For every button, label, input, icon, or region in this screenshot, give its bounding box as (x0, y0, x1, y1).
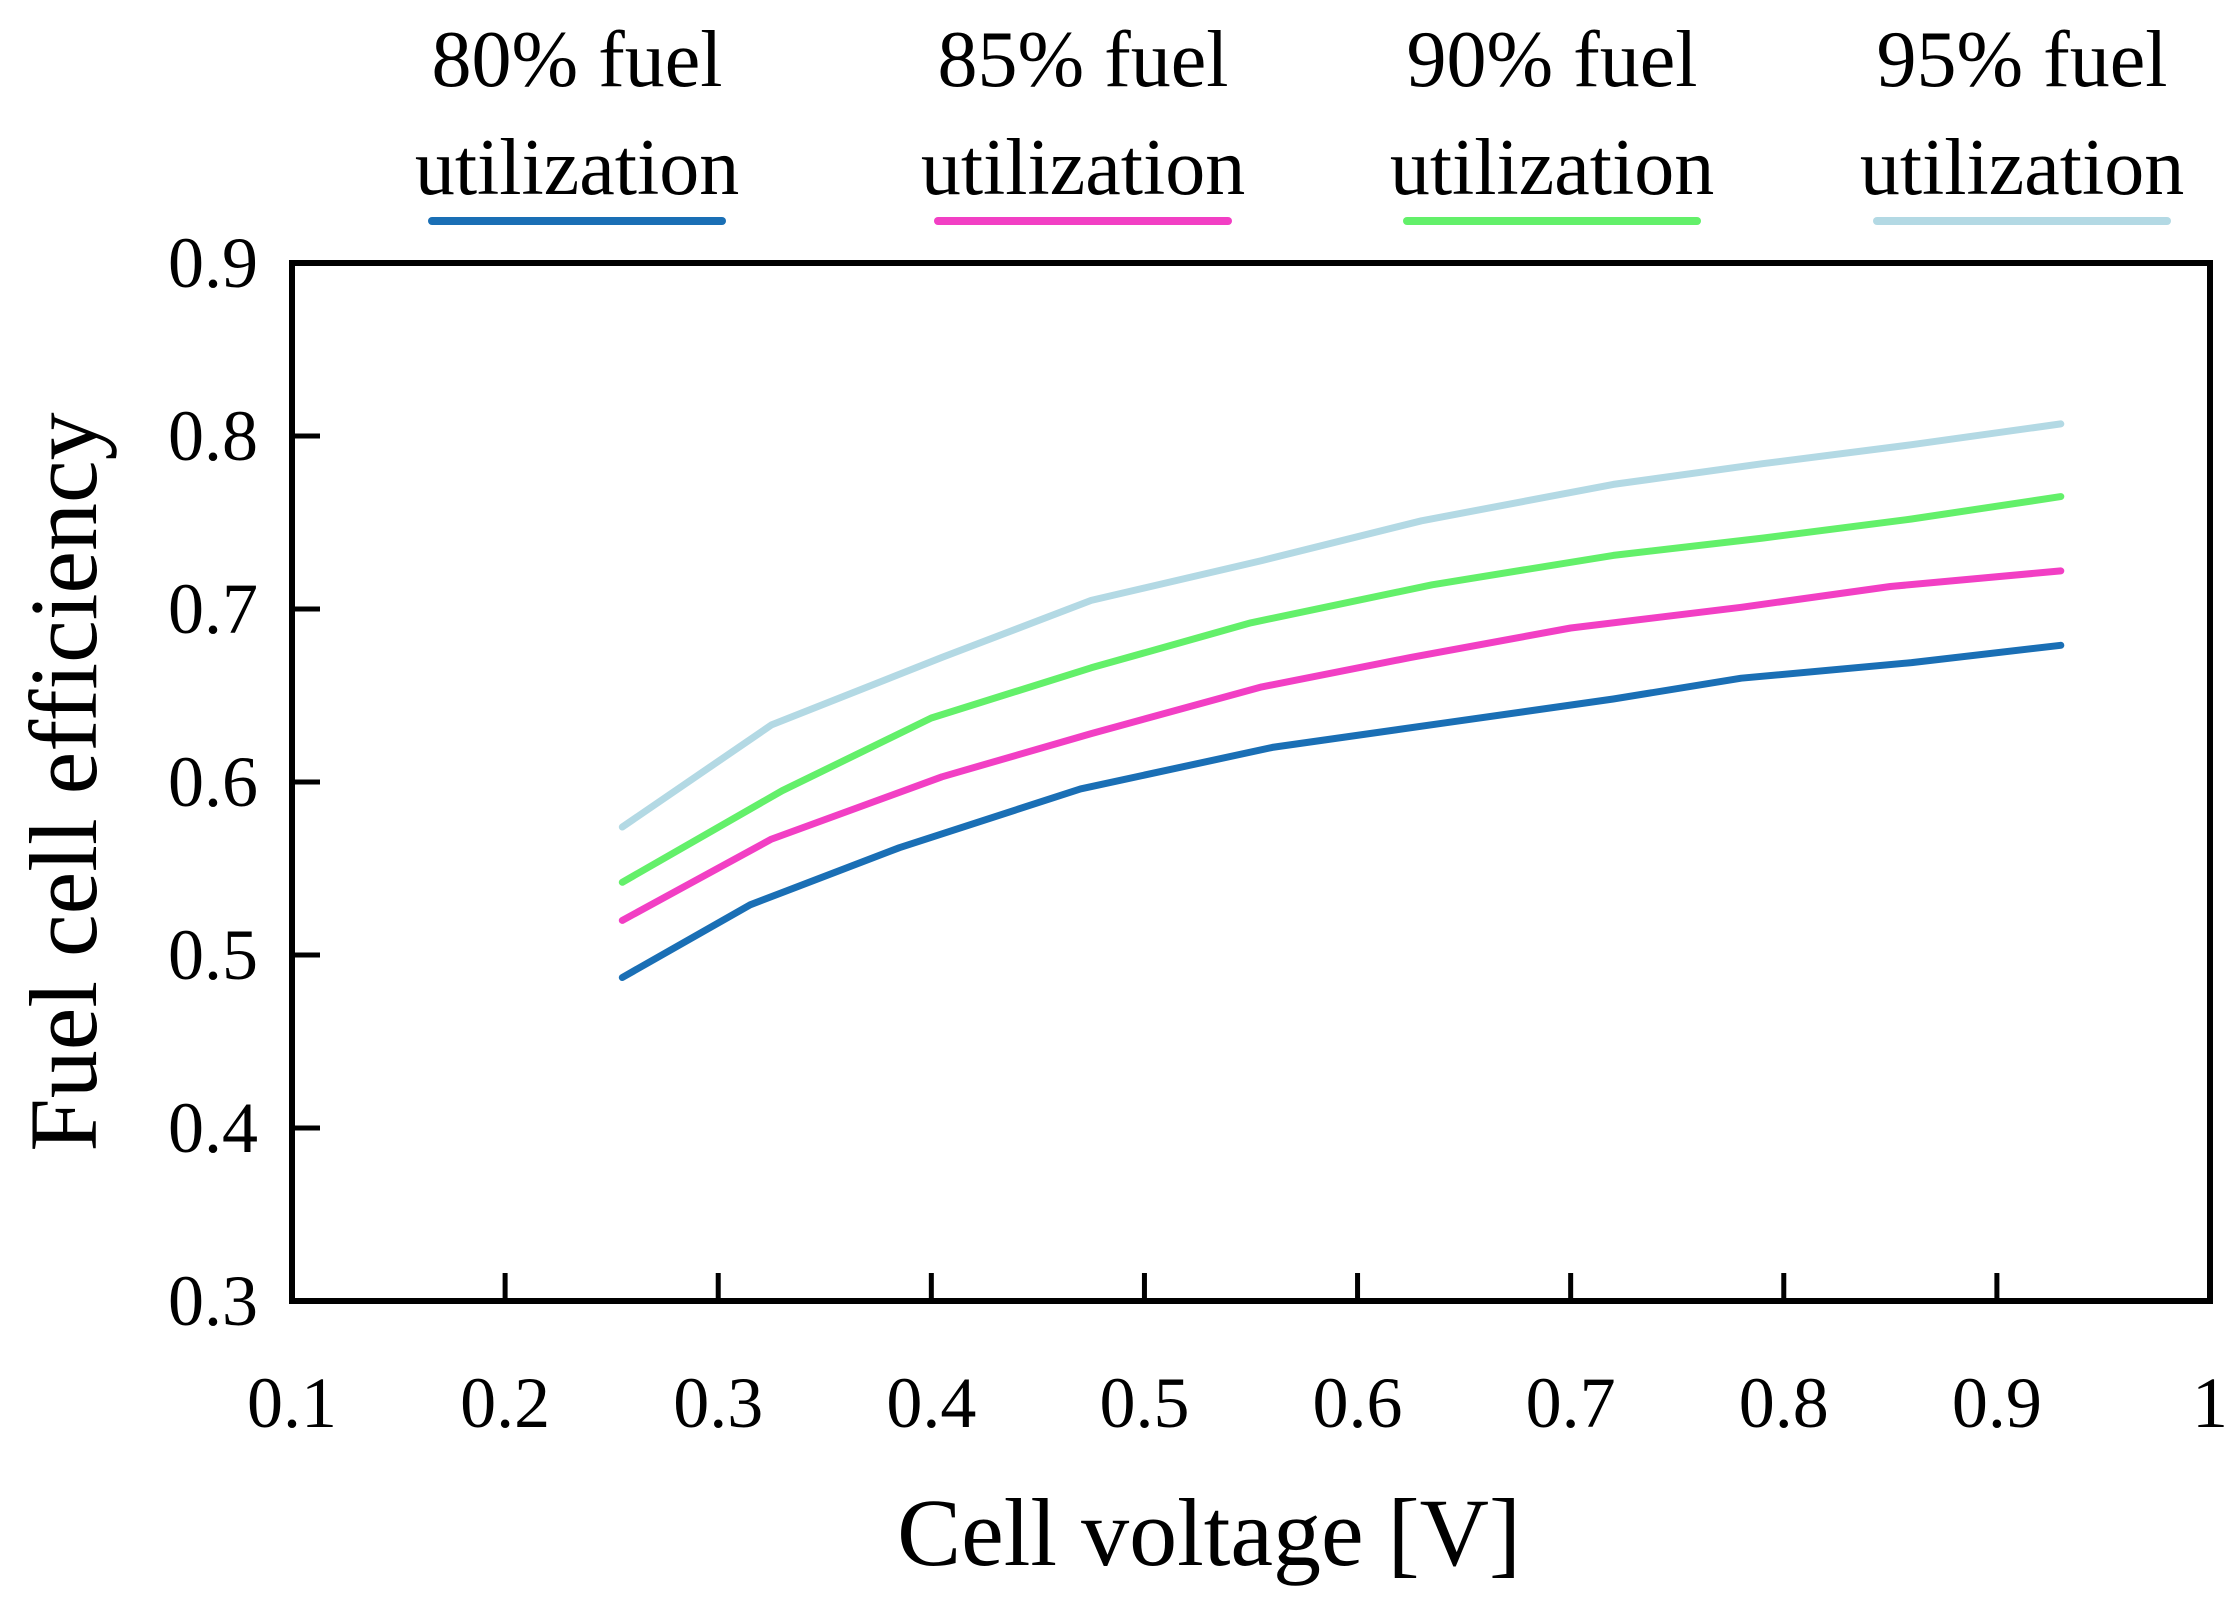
legend-item-2: 85% fuel utilization (921, 16, 1245, 225)
plot-frame (289, 260, 2213, 1304)
x-tick-label: 0.4 (886, 1363, 976, 1443)
x-tick-label: 0.2 (460, 1363, 550, 1443)
x-tick-label: 1 (2192, 1363, 2228, 1443)
y-tick-label: 0.3 (168, 1261, 258, 1341)
legend-label-line1: 80% fuel (431, 16, 722, 104)
legend-label-line2: utilization (415, 124, 739, 212)
x-tick-label: 0.6 (1313, 1363, 1403, 1443)
legend-item-3: 90% fuel utilization (1390, 16, 1714, 225)
y-tick-label: 0.6 (168, 742, 258, 822)
legend-item-1: 80% fuel utilization (415, 16, 739, 225)
x-tick-label: 0.7 (1526, 1363, 1616, 1443)
x-tick-label: 0.9 (1952, 1363, 2042, 1443)
x-tick-label: 0.5 (1099, 1363, 1189, 1443)
series-line-3 (618, 493, 2065, 886)
legend-item-4: 95% fuel utilization (1860, 16, 2184, 225)
x-tick-label: 0.3 (673, 1363, 763, 1443)
ticks-layer: 0.1 0.2 0.3 0.4 0.5 0.6 0.7 0.8 0.9 1 0.3 0.4 0.5 0.6… (168, 223, 2228, 1443)
legend-label-line1: 95% fuel (1876, 16, 2167, 104)
legend-label-line1: 90% fuel (1406, 16, 1697, 104)
axes-layer (289, 260, 2213, 1304)
y-axis-title: Fuel cell efficiency (10, 412, 117, 1151)
legend-label-line1: 85% fuel (937, 16, 1228, 104)
x-axis-title: Cell voltage [V] (897, 1479, 1521, 1586)
y-tick-label: 0.7 (168, 569, 258, 649)
series-line-2 (618, 567, 2065, 924)
series-line-4 (618, 420, 2065, 831)
legend-label-line2: utilization (1390, 124, 1714, 212)
series-layer (618, 420, 2065, 981)
y-tick-label: 0.5 (168, 915, 258, 995)
x-tick-label: 0.1 (247, 1363, 337, 1443)
y-tick-label: 0.9 (168, 223, 258, 303)
legend-label-line2: utilization (921, 124, 1245, 212)
y-tick-label: 0.4 (168, 1088, 258, 1168)
legend-label-line2: utilization (1860, 124, 2184, 212)
series-line-1 (618, 641, 2065, 981)
x-tick-label: 0.8 (1739, 1363, 1829, 1443)
y-tick-label: 0.8 (168, 396, 258, 476)
